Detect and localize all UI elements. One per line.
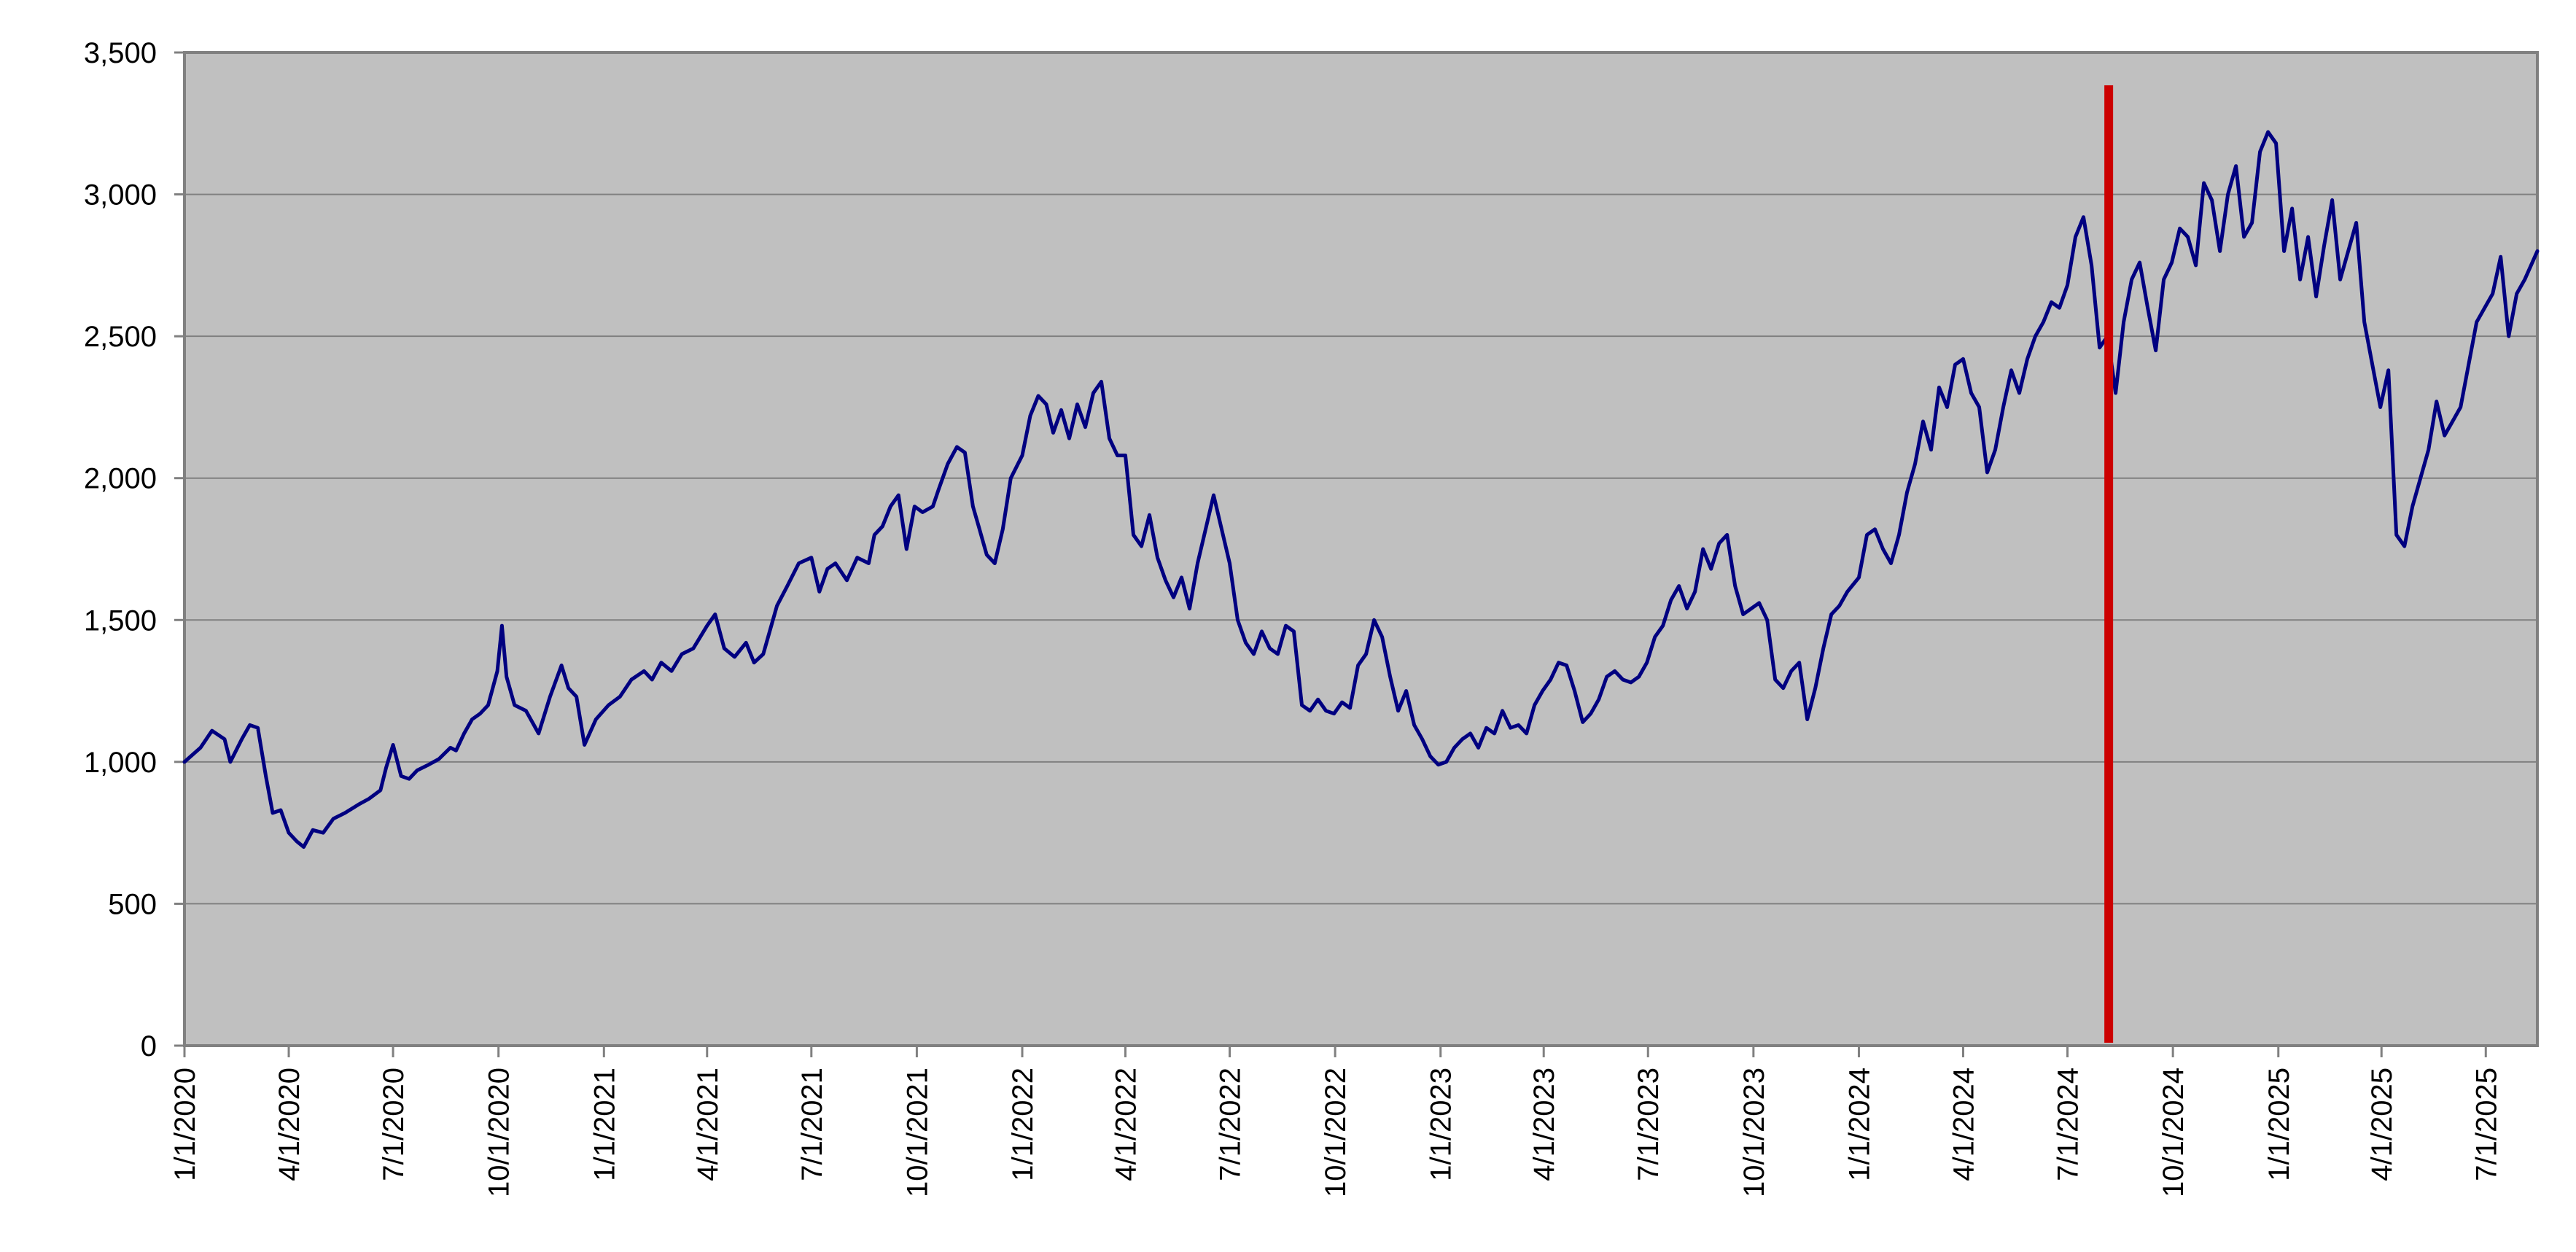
- y-tick-label: 500: [108, 888, 157, 920]
- y-tick-label: 1,500: [84, 604, 157, 637]
- y-axis-tick-labels: 0 500 1,000 1,500 2,000 2,500 3,000 3,500: [84, 37, 184, 1062]
- y-tick-label: 3,000: [84, 179, 157, 211]
- x-tick-label: 7/1/2024: [2052, 1068, 2085, 1181]
- x-tick-label: 10/1/2020: [483, 1068, 515, 1197]
- x-tick-label: 4/1/2024: [1948, 1068, 1980, 1181]
- x-tick-label: 7/1/2020: [378, 1068, 410, 1181]
- y-tick-label: 2,000: [84, 463, 157, 495]
- x-tick-label: 10/1/2022: [1320, 1068, 1352, 1197]
- x-tick-label: 1/1/2024: [1843, 1068, 1875, 1181]
- series-group: [182, 130, 2540, 849]
- x-tick-label: 1/1/2022: [1007, 1068, 1039, 1181]
- x-tick-label: 4/1/2023: [1528, 1068, 1560, 1181]
- y-tick-label: 3,500: [84, 37, 157, 69]
- x-tick-label: 1/1/2025: [2263, 1068, 2295, 1181]
- series-line-0: [182, 130, 2540, 849]
- x-tick-label: 7/1/2022: [1215, 1068, 1247, 1181]
- x-tick-label: 1/1/2021: [588, 1068, 620, 1181]
- x-tick-label: 4/1/2020: [273, 1068, 306, 1181]
- y-tick-label: 2,500: [84, 321, 157, 353]
- plot-area: [183, 51, 2539, 1047]
- x-tick-label: 4/1/2021: [692, 1068, 724, 1181]
- x-tick-label: 1/1/2020: [169, 1068, 201, 1181]
- x-tick-label: 7/1/2025: [2470, 1068, 2502, 1181]
- x-tick-label: 7/1/2021: [796, 1068, 828, 1181]
- x-tick-label: 1/1/2023: [1425, 1068, 1458, 1181]
- y-tick-label: 1,000: [84, 747, 157, 779]
- y-gridlines: [184, 193, 2537, 905]
- x-tick-label: 7/1/2023: [1633, 1068, 1665, 1181]
- x-axis: 1/1/2020 4/1/2020 7/1/2020 10/1/2020 1/1/202…: [169, 1046, 2502, 1197]
- x-tick-label: 10/1/2024: [2157, 1068, 2190, 1197]
- y-tick-label: 0: [141, 1030, 157, 1062]
- x-tick-label: 4/1/2025: [2366, 1068, 2398, 1181]
- x-tick-label: 10/1/2023: [1738, 1068, 1770, 1197]
- x-tick-label: 10/1/2021: [901, 1068, 933, 1197]
- x-tick-label: 4/1/2022: [1110, 1068, 1142, 1181]
